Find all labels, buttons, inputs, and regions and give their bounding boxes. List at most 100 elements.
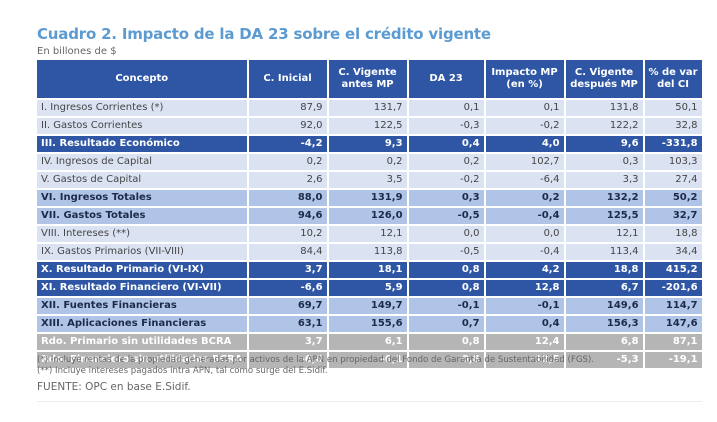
row-value-cell: -0,4: [485, 208, 564, 224]
table-row: V. Gastos de Capital 2,6 3,5 -0,2 -6,4 3,3 27,…: [37, 172, 702, 188]
header-pct-var: % de var del CI: [644, 60, 702, 98]
row-concept-cell: IX. Gastos Primarios (VII-VIII): [37, 244, 247, 260]
table-row: VI. Ingresos Totales 88,0 131,9 0,3 0,2 132,2…: [37, 190, 702, 206]
row-value-cell: 0,3: [408, 190, 484, 206]
row-value-cell: 50,1: [644, 100, 702, 116]
table-row: Rdo. Primario sin utilidades BCRA 3,7 6,1 0…: [37, 334, 702, 350]
row-value-cell: -12,5: [485, 352, 564, 368]
row-value-cell: 18,8: [644, 226, 702, 242]
table-row: X. Resultado Primario (VI-IX) 3,7 18,1 0,8 4…: [37, 262, 702, 278]
divider: [37, 401, 702, 402]
row-concept-cell: Rdo. Primario sin utilidades BCRA: [37, 334, 247, 350]
table-row: IX. Gastos Primarios (VII-VIII) 84,4 113,8…: [37, 244, 702, 260]
table-row: Rdo. Financiero sin utilidades BCRA -6,6-…: [37, 352, 702, 368]
row-value-cell: -0,1: [485, 298, 564, 314]
footnote-1: (*) Incluye rentas de la propiedad gener…: [37, 355, 595, 365]
row-value-cell: -0,2: [485, 118, 564, 134]
row-value-cell: 102,7: [485, 154, 564, 170]
footnotes: (*) Incluye rentas de la propiedad gener…: [37, 355, 594, 377]
row-value-cell: 0,4: [408, 136, 484, 152]
row-value-cell: 12,1: [328, 226, 407, 242]
row-value-cell: 0,0: [408, 226, 484, 242]
row-value-cell: 149,7: [328, 298, 407, 314]
table-row: II. Gastos Corrientes 92,0 122,5 -0,3 -0,2 12…: [37, 118, 702, 134]
footnote-2: (**) Incluye intereses pagados intra APN…: [37, 366, 328, 376]
row-value-cell: -6,6: [248, 280, 327, 296]
table-row: VII. Gastos Totales 94,6 126,0 -0,5 -0,4 125,…: [37, 208, 702, 224]
row-value-cell: 9,3: [328, 136, 407, 152]
header-concepto: Concepto: [37, 60, 247, 98]
row-value-cell: 122,5: [328, 118, 407, 134]
row-value-cell: -4,2: [248, 136, 327, 152]
row-value-cell: 0,2: [328, 154, 407, 170]
row-value-cell: 149,6: [565, 298, 643, 314]
row-value-cell: 126,0: [328, 208, 407, 224]
row-value-cell: 27,4: [644, 172, 702, 188]
row-value-cell: 10,2: [248, 226, 327, 242]
row-value-cell: 50,2: [644, 190, 702, 206]
row-value-cell: 103,3: [644, 154, 702, 170]
row-value-cell: 0,8: [408, 280, 484, 296]
row-value-cell: -0,2: [408, 172, 484, 188]
row-value-cell: -0,3: [408, 118, 484, 134]
row-value-cell: 63,1: [248, 316, 327, 332]
row-value-cell: 0,3: [565, 154, 643, 170]
row-value-cell: 0,2: [485, 190, 564, 206]
row-value-cell: 88,0: [248, 190, 327, 206]
table-row: III. Resultado Económico -4,2 9,3 0,4 4,0 9,6…: [37, 136, 702, 152]
row-concept-cell: IV. Ingresos de Capital: [37, 154, 247, 170]
row-concept-cell: Rdo. Financiero sin utilidades BCRA: [37, 352, 247, 368]
row-value-cell: 131,7: [328, 100, 407, 116]
row-value-cell: 0,8: [408, 352, 484, 368]
source-note: FUENTE: OPC en base E.Sidif.: [37, 381, 191, 393]
credit-impact-table: Concepto C. Inicial C. Vigente antes MP …: [35, 58, 704, 370]
row-concept-cell: XII. Fuentes Financieras: [37, 298, 247, 314]
row-value-cell: 155,6: [328, 316, 407, 332]
row-concept-cell: I. Ingresos Corrientes (*): [37, 100, 247, 116]
row-concept-cell: VIII. Intereses (**): [37, 226, 247, 242]
table-row: IV. Ingresos de Capital 0,2 0,2 0,2 102,7 0,3…: [37, 154, 702, 170]
row-value-cell: 113,8: [328, 244, 407, 260]
row-value-cell: 6,7: [565, 280, 643, 296]
row-value-cell: 0,8: [408, 262, 484, 278]
row-concept-cell: VI. Ingresos Totales: [37, 190, 247, 206]
row-value-cell: 5,9: [328, 280, 407, 296]
row-value-cell: 0,7: [408, 316, 484, 332]
row-concept-cell: III. Resultado Económico: [37, 136, 247, 152]
row-value-cell: 3,3: [565, 172, 643, 188]
row-concept-cell: XIII. Aplicaciones Financieras: [37, 316, 247, 332]
row-value-cell: -5,3: [565, 352, 643, 368]
header-c-inicial: C. Inicial: [248, 60, 327, 98]
row-value-cell: 9,6: [565, 136, 643, 152]
row-value-cell: 113,4: [565, 244, 643, 260]
row-value-cell: 0,1: [485, 100, 564, 116]
row-value-cell: 92,0: [248, 118, 327, 134]
table-row: XIII. Aplicaciones Financieras 63,1 155,6 0…: [37, 316, 702, 332]
table-subtitle: En billones de $: [37, 46, 117, 57]
row-value-cell: 12,8: [485, 280, 564, 296]
row-value-cell: 32,8: [644, 118, 702, 134]
row-value-cell: 147,6: [644, 316, 702, 332]
row-value-cell: -0,5: [408, 208, 484, 224]
row-value-cell: 0,4: [485, 316, 564, 332]
row-concept-cell: V. Gastos de Capital: [37, 172, 247, 188]
table-body: I. Ingresos Corrientes (*) 87,9 131,7 0,1 0,…: [37, 100, 702, 368]
row-value-cell: 132,2: [565, 190, 643, 206]
row-value-cell: 0,8: [408, 334, 484, 350]
row-concept-cell: X. Resultado Primario (VI-IX): [37, 262, 247, 278]
row-value-cell: 0,2: [408, 154, 484, 170]
row-value-cell: 3,7: [248, 262, 327, 278]
row-value-cell: 131,9: [328, 190, 407, 206]
row-value-cell: 18,8: [565, 262, 643, 278]
row-value-cell: 3,5: [328, 172, 407, 188]
row-value-cell: -0,1: [408, 298, 484, 314]
row-concept-cell: VII. Gastos Totales: [37, 208, 247, 224]
row-concept-cell: XI. Resultado Financiero (VI-VII): [37, 280, 247, 296]
header-c-vigente-despues: C. Vigente después MP: [565, 60, 643, 98]
row-value-cell: -0,5: [408, 244, 484, 260]
header-c-vigente-antes: C. Vigente antes MP: [328, 60, 407, 98]
row-value-cell: -201,6: [644, 280, 702, 296]
header-impacto: Impacto MP (en %): [485, 60, 564, 98]
row-value-cell: -0,4: [485, 244, 564, 260]
row-value-cell: 156,3: [565, 316, 643, 332]
